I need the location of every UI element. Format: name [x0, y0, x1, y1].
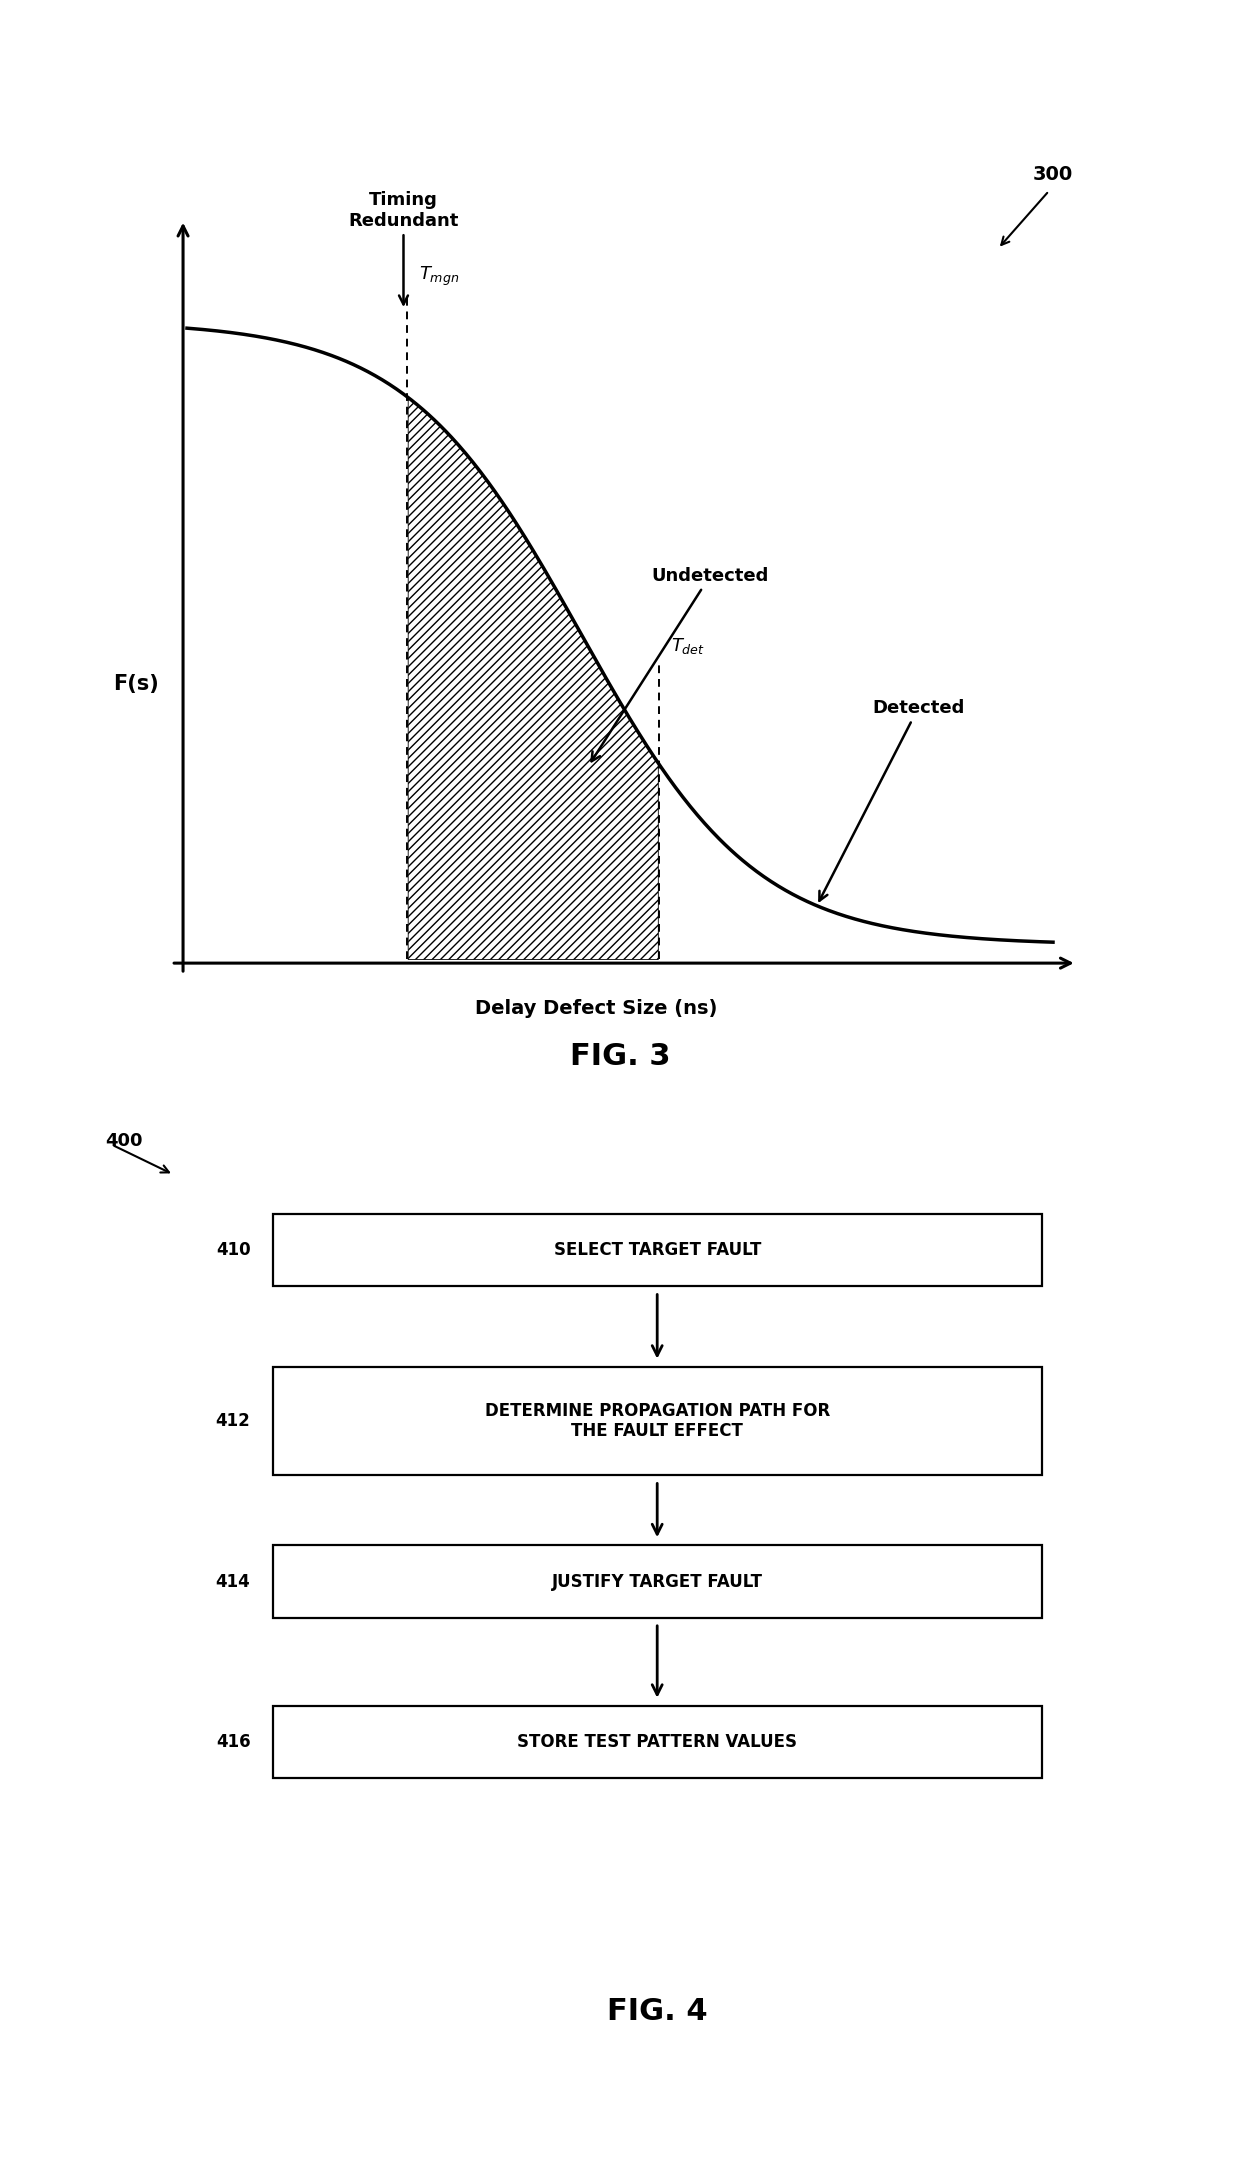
Bar	[273, 1706, 1042, 1777]
Bar	[273, 1214, 1042, 1286]
Bar	[273, 1544, 1042, 1618]
Text: DETERMINE PROPAGATION PATH FOR
THE FAULT EFFECT: DETERMINE PROPAGATION PATH FOR THE FAULT…	[485, 1402, 830, 1441]
Text: JUSTIFY TARGET FAULT: JUSTIFY TARGET FAULT	[552, 1572, 763, 1590]
Text: Undetected: Undetected	[591, 567, 769, 761]
Text: 400: 400	[105, 1132, 143, 1150]
Text: $T_{det}$: $T_{det}$	[671, 636, 706, 656]
Text: FIG. 3: FIG. 3	[569, 1042, 671, 1072]
Text: F(s): F(s)	[113, 673, 159, 695]
Text: 416: 416	[216, 1732, 250, 1751]
Text: Detected: Detected	[820, 699, 965, 902]
Text: 300: 300	[1033, 164, 1073, 183]
Bar	[273, 1368, 1042, 1475]
Text: 412: 412	[216, 1413, 250, 1430]
Text: STORE TEST PATTERN VALUES: STORE TEST PATTERN VALUES	[517, 1732, 797, 1751]
Text: Timing
Redundant: Timing Redundant	[348, 190, 459, 304]
Text: FIG. 4: FIG. 4	[606, 1997, 708, 2025]
Text: $T_{mgn}$: $T_{mgn}$	[419, 265, 460, 289]
Text: SELECT TARGET FAULT: SELECT TARGET FAULT	[553, 1240, 761, 1260]
Text: 410: 410	[216, 1240, 250, 1260]
Text: Delay Defect Size (ns): Delay Defect Size (ns)	[475, 999, 718, 1018]
Text: 414: 414	[216, 1572, 250, 1590]
